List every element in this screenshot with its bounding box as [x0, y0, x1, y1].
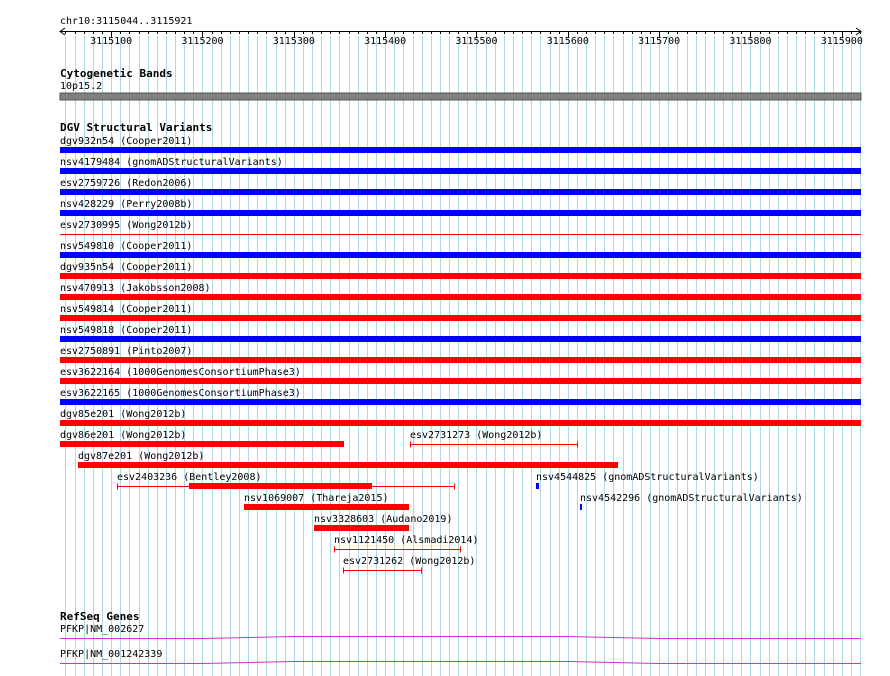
dgv-track-title: DGV Structural Variants	[60, 121, 212, 134]
dgv-feature[interactable]: dgv87e201 (Wong2012b)	[78, 451, 618, 468]
dgv-feature[interactable]: nsv549810 (Cooper2011)	[60, 241, 861, 258]
dgv-feature-bar	[60, 147, 861, 153]
dgv-feature-label: nsv1069007 (Thareja2015)	[244, 493, 389, 504]
dgv-feature[interactable]: nsv428229 (Perry2008b)	[60, 199, 861, 216]
ruler-tick-label: 3115300	[273, 36, 315, 47]
dgv-feature-bar	[60, 294, 861, 300]
dgv-feature-bar	[60, 210, 861, 216]
ruler-tick-label: 3115400	[364, 36, 406, 47]
dgv-feature-label: dgv932n54 (Cooper2011)	[60, 136, 192, 147]
dgv-feature-bar	[60, 189, 861, 195]
dgv-feature-label: esv2403236 (Bentley2008)	[117, 472, 262, 483]
ruler-tick-label: 3115200	[181, 36, 223, 47]
dgv-feature-label: nsv1121450 (Alsmadi2014)	[334, 535, 479, 546]
dgv-feature[interactable]: nsv3328603 (Audano2019)	[314, 514, 452, 531]
dgv-feature-label: dgv86e201 (Wong2012b)	[60, 430, 186, 441]
dgv-feature[interactable]: esv2403236 (Bentley2008)	[117, 472, 455, 490]
dgv-feature[interactable]: nsv1121450 (Alsmadi2014)	[334, 535, 479, 553]
dgv-feature-label: dgv85e201 (Wong2012b)	[60, 409, 186, 420]
dgv-feature-label: nsv428229 (Perry2008b)	[60, 199, 192, 210]
dgv-feature[interactable]: nsv4544825 (gnomADStructuralVariants)	[536, 472, 759, 489]
refseq-gene[interactable]: PFKP|NM_001242339	[60, 649, 861, 664]
dgv-feature[interactable]: esv2731262 (Wong2012b)	[343, 556, 475, 574]
refseq-track-title: RefSeq Genes	[60, 610, 139, 623]
dgv-track: dgv932n54 (Cooper2011) nsv4179484 (gnomAD…	[60, 136, 861, 574]
dgv-feature[interactable]: nsv470913 (Jakobsson2008)	[60, 283, 861, 300]
dgv-feature[interactable]: nsv4542296 (gnomADStructuralVariants)	[580, 493, 803, 510]
locus-label: chr10:3115044..3115921	[60, 16, 192, 27]
dgv-feature[interactable]: dgv935n54 (Cooper2011)	[60, 262, 861, 279]
dgv-feature-label: nsv470913 (Jakobsson2008)	[60, 283, 211, 294]
dgv-feature-label: nsv4544825 (gnomADStructuralVariants)	[536, 472, 759, 483]
dgv-feature-bar	[60, 420, 861, 426]
dgv-feature-label: esv2731262 (Wong2012b)	[343, 556, 475, 567]
dgv-feature-bar	[314, 525, 409, 531]
dgv-feature[interactable]: esv2731273 (Wong2012b)	[410, 430, 578, 448]
dgv-feature-bar	[60, 168, 861, 174]
dgv-feature-label: esv3622164 (1000GenomesConsortiumPhase3)	[60, 367, 301, 378]
dgv-feature-bar	[60, 378, 861, 384]
dgv-feature-bar	[244, 504, 409, 510]
dgv-feature-bar	[60, 252, 861, 258]
dgv-feature-label: nsv3328603 (Audano2019)	[314, 514, 452, 525]
dgv-feature-label: nsv549818 (Cooper2011)	[60, 325, 192, 336]
dgv-feature[interactable]: dgv932n54 (Cooper2011)	[60, 136, 861, 153]
refseq-gene-label: PFKP|NM_002627	[60, 624, 144, 635]
dgv-feature-bar	[189, 483, 372, 489]
dgv-feature[interactable]: nsv549814 (Cooper2011)	[60, 304, 861, 321]
dgv-feature-label: dgv87e201 (Wong2012b)	[78, 451, 204, 462]
refseq-gene-label: PFKP|NM_001242339	[60, 649, 162, 660]
cytoband-track-title: Cytogenetic Bands	[60, 67, 173, 80]
dgv-feature-label: dgv935n54 (Cooper2011)	[60, 262, 192, 273]
dgv-feature[interactable]: nsv4179484 (gnomADStructuralVariants)	[60, 157, 861, 174]
dgv-feature[interactable]: dgv85e201 (Wong2012b)	[60, 409, 861, 426]
cytoband-ideogram[interactable]	[59, 92, 862, 101]
ruler-tick-label: 3115700	[638, 36, 680, 47]
dgv-feature-label: esv2731273 (Wong2012b)	[410, 430, 542, 441]
dgv-feature[interactable]: nsv549818 (Cooper2011)	[60, 325, 861, 342]
dgv-feature-label: nsv549814 (Cooper2011)	[60, 304, 192, 315]
dgv-feature-bar	[580, 504, 582, 510]
dgv-feature-bar	[60, 336, 861, 342]
refseq-track: PFKP|NM_002627 PFKP|NM_001242339	[60, 624, 861, 664]
vertical-grid	[65, 36, 861, 676]
dgv-feature-bar	[60, 315, 861, 321]
dgv-feature-bar	[536, 483, 539, 489]
dgv-feature-label: esv2730995 (Wong2012b)	[60, 220, 192, 231]
ruler-tick-label: 3115800	[729, 36, 771, 47]
dgv-feature-bar	[60, 441, 344, 447]
dgv-feature[interactable]: esv3622164 (1000GenomesConsortiumPhase3)	[60, 367, 861, 384]
dgv-feature-label: nsv4179484 (gnomADStructuralVariants)	[60, 157, 283, 168]
position-ruler[interactable]: 3115100 3115200 3115300 3115400 3115500 31156…	[59, 27, 863, 47]
ruler-tick-label: 3115100	[90, 36, 132, 47]
dgv-feature[interactable]: esv3622165 (1000GenomesConsortiumPhase3)	[60, 388, 861, 405]
dgv-feature-label: esv3622165 (1000GenomesConsortiumPhase3)	[60, 388, 301, 399]
refseq-gene[interactable]: PFKP|NM_002627	[60, 624, 861, 639]
dgv-feature-label: esv2759726 (Redon2006)	[60, 178, 192, 189]
dgv-feature[interactable]: esv2730995 (Wong2012b)	[60, 220, 861, 235]
dgv-feature-label: nsv4542296 (gnomADStructuralVariants)	[580, 493, 803, 504]
dgv-feature[interactable]: esv2759726 (Redon2006)	[60, 178, 861, 195]
cytoband-label: 10p15.2	[60, 81, 102, 92]
ruler-tick-label: 3115500	[455, 36, 497, 47]
dgv-feature[interactable]: esv2750891 (Pinto2007)	[60, 346, 861, 363]
refseq-gene-intron-line	[60, 661, 861, 664]
dgv-feature[interactable]: nsv1069007 (Thareja2015)	[244, 493, 409, 510]
dgv-feature[interactable]: dgv86e201 (Wong2012b)	[60, 430, 344, 447]
dgv-feature-bar	[60, 273, 861, 279]
dgv-feature-bar	[60, 357, 861, 363]
ruler-left-arrow-icon	[59, 27, 66, 36]
refseq-gene-intron-line	[60, 636, 861, 639]
ruler-tick-label: 3115600	[547, 36, 589, 47]
dgv-feature-label: esv2750891 (Pinto2007)	[60, 346, 192, 357]
dgv-feature-label: nsv549810 (Cooper2011)	[60, 241, 192, 252]
dgv-feature-bar	[60, 399, 861, 405]
dgv-feature-bar	[78, 462, 618, 468]
ruler-tick-label: 3115900	[821, 36, 863, 47]
